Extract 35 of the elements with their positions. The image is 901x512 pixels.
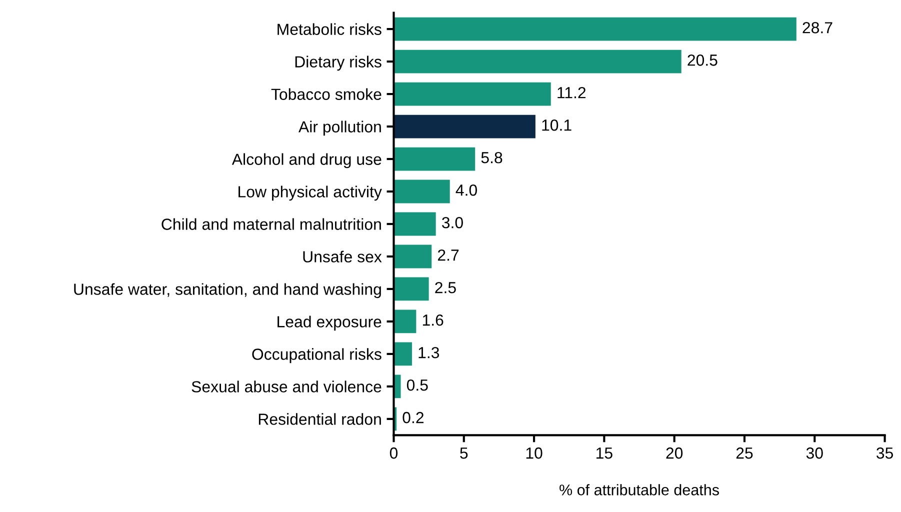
data-label: 1.3	[418, 346, 440, 358]
x-tick-label: 5	[460, 448, 468, 459]
x-tick-label: 30	[806, 447, 823, 459]
y-tick-label: Occupational risks	[252, 348, 382, 364]
y-tick-label: Child and maternal malnutrition	[162, 218, 381, 230]
data-label: 0.5	[406, 379, 428, 391]
y-tick-label: Dietary risks	[295, 56, 382, 71]
x-axis-title: % of attributable deaths	[560, 484, 719, 496]
x-tick-label: 35	[876, 447, 893, 459]
y-tick-label: Low physical activity	[238, 186, 382, 201]
x-tick-label: 15	[596, 448, 612, 459]
y-tick-label: Residential radon	[258, 413, 381, 425]
y-tick-label: Unsafe sex	[303, 250, 382, 262]
data-label: 0.2	[402, 412, 424, 424]
data-label: 5.8	[481, 152, 502, 164]
data-label: 3.0	[442, 216, 463, 228]
x-tick-label: 25	[736, 447, 753, 459]
data-label: 10.1	[542, 120, 572, 131]
y-tick-label: Metabolic risks	[278, 23, 382, 35]
data-label: 1.6	[422, 314, 444, 326]
x-tick-label: 0	[390, 447, 398, 459]
y-tick-label: Tobacco smoke	[271, 88, 382, 100]
data-label: 2.5	[435, 282, 456, 294]
data-label: 11.2	[558, 87, 586, 98]
data-label: 2.7	[438, 249, 459, 261]
y-tick-label: Alcohol and drug use	[232, 153, 382, 168]
y-tick-label: Sexual abuse and violence	[192, 380, 382, 392]
data-label: 28.7	[802, 22, 832, 34]
y-tick-label: Lead exposure	[278, 316, 382, 331]
x-tick-label: 10	[526, 447, 542, 459]
y-tick-label: Unsafe water, sanitation, and hand washing	[74, 283, 381, 298]
x-tick-label: 20	[666, 447, 683, 459]
data-label: 20.5	[688, 54, 718, 66]
data-label: 4.0	[456, 184, 477, 196]
y-tick-label: Air pollution	[298, 120, 381, 136]
